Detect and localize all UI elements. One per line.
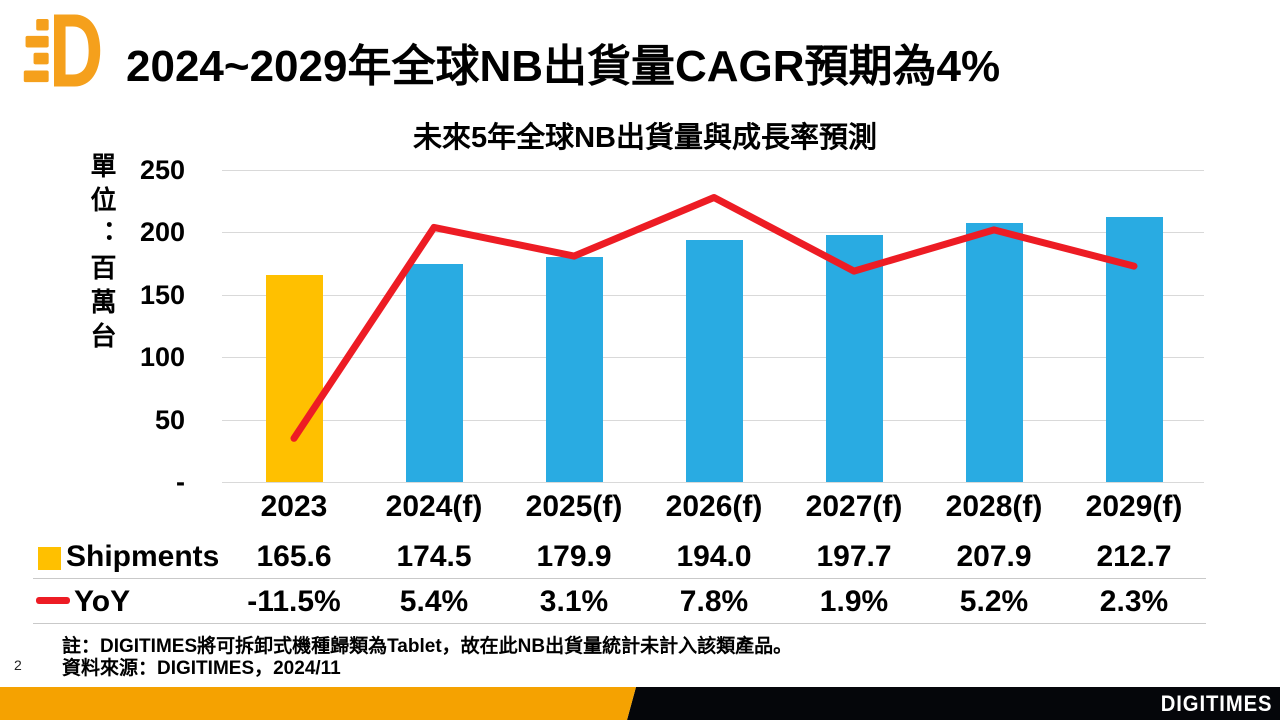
y-axis-tick-label: 150	[139, 279, 185, 310]
bar-2029(f)	[1105, 216, 1163, 482]
y-axis-tick-label: 50	[154, 404, 185, 435]
x-axis-label: 2027(f)	[805, 490, 903, 523]
bar-2024(f)	[405, 264, 463, 482]
x-axis-label: 2028(f)	[945, 490, 1043, 523]
x-axis-label: 2024(f)	[385, 490, 483, 523]
x-axis-label: 2026(f)	[665, 490, 763, 523]
shipments-value-cell: 194.0	[676, 540, 752, 573]
yoy-value-cell: 1.9%	[819, 585, 889, 618]
y-axis-tick-label: -	[176, 467, 185, 497]
footnote-source: 資料來源：DIGITIMES，2024/11	[62, 658, 341, 679]
y-axis-unit-label: 單位：百萬台	[87, 152, 117, 356]
table-divider-bottom	[33, 623, 1206, 624]
x-axis-label: 2025(f)	[525, 490, 623, 523]
yoy-value-cell: 7.8%	[679, 585, 749, 618]
x-axis-label: 2023	[260, 490, 328, 523]
x-axis-label: 2029(f)	[1085, 490, 1183, 523]
y-axis-tick-label: 100	[139, 342, 185, 373]
yoy-legend-label: YoY	[74, 585, 131, 618]
gridline	[222, 170, 1204, 171]
shipments-value-cell: 174.5	[396, 540, 472, 573]
yoy-value-cell: 3.1%	[539, 585, 609, 618]
bar-2027(f)	[825, 235, 883, 482]
y-axis-tick-label: 200	[139, 217, 185, 248]
bar-2026(f)	[685, 239, 743, 482]
shipments-legend-label: Shipments	[66, 540, 220, 573]
footnote-note: 註：DIGITIMES將可拆卸式機種歸類為Tablet，故在此NB出貨量統計未計…	[62, 636, 793, 657]
bar-2028(f)	[965, 222, 1023, 482]
footer-dark-band	[627, 687, 1280, 720]
shipments-value-cell: 207.9	[956, 540, 1032, 573]
bar-2025(f)	[545, 257, 603, 482]
footer-orange-band	[0, 687, 636, 720]
table-divider-top	[33, 578, 1206, 579]
shipments-legend-swatch	[38, 547, 61, 570]
chart-title: 未來5年全球NB出貨量與成長率預測	[412, 122, 877, 154]
yoy-value-cell: -11.5%	[247, 585, 341, 618]
bar-2023	[265, 275, 323, 482]
page-title: 2024~2029年全球NB出貨量CAGR預期為4%	[126, 42, 1001, 91]
yoy-value-cell: 2.3%	[1099, 585, 1169, 618]
page-number: 2	[14, 657, 22, 673]
digitimes-logo-icon	[23, 14, 101, 87]
yoy-value-cell: 5.2%	[959, 585, 1029, 618]
footnotes: 註：DIGITIMES將可拆卸式機種歸類為Tablet，故在此NB出貨量統計未計…	[62, 636, 792, 680]
digitimes-wordmark: DIGITIMES	[1160, 691, 1272, 716]
yoy-value-cell: 5.4%	[399, 585, 469, 618]
gridline	[222, 482, 1204, 483]
shipments-value-cell: 179.9	[536, 540, 612, 573]
shipments-value-cell: 197.7	[816, 540, 892, 573]
shipments-value-cell: 165.6	[256, 540, 332, 573]
yoy-legend-swatch	[36, 597, 70, 604]
shipments-value-cell: 212.7	[1096, 540, 1172, 573]
y-axis-tick-label: 250	[139, 155, 185, 185]
gridline	[222, 232, 1204, 234]
